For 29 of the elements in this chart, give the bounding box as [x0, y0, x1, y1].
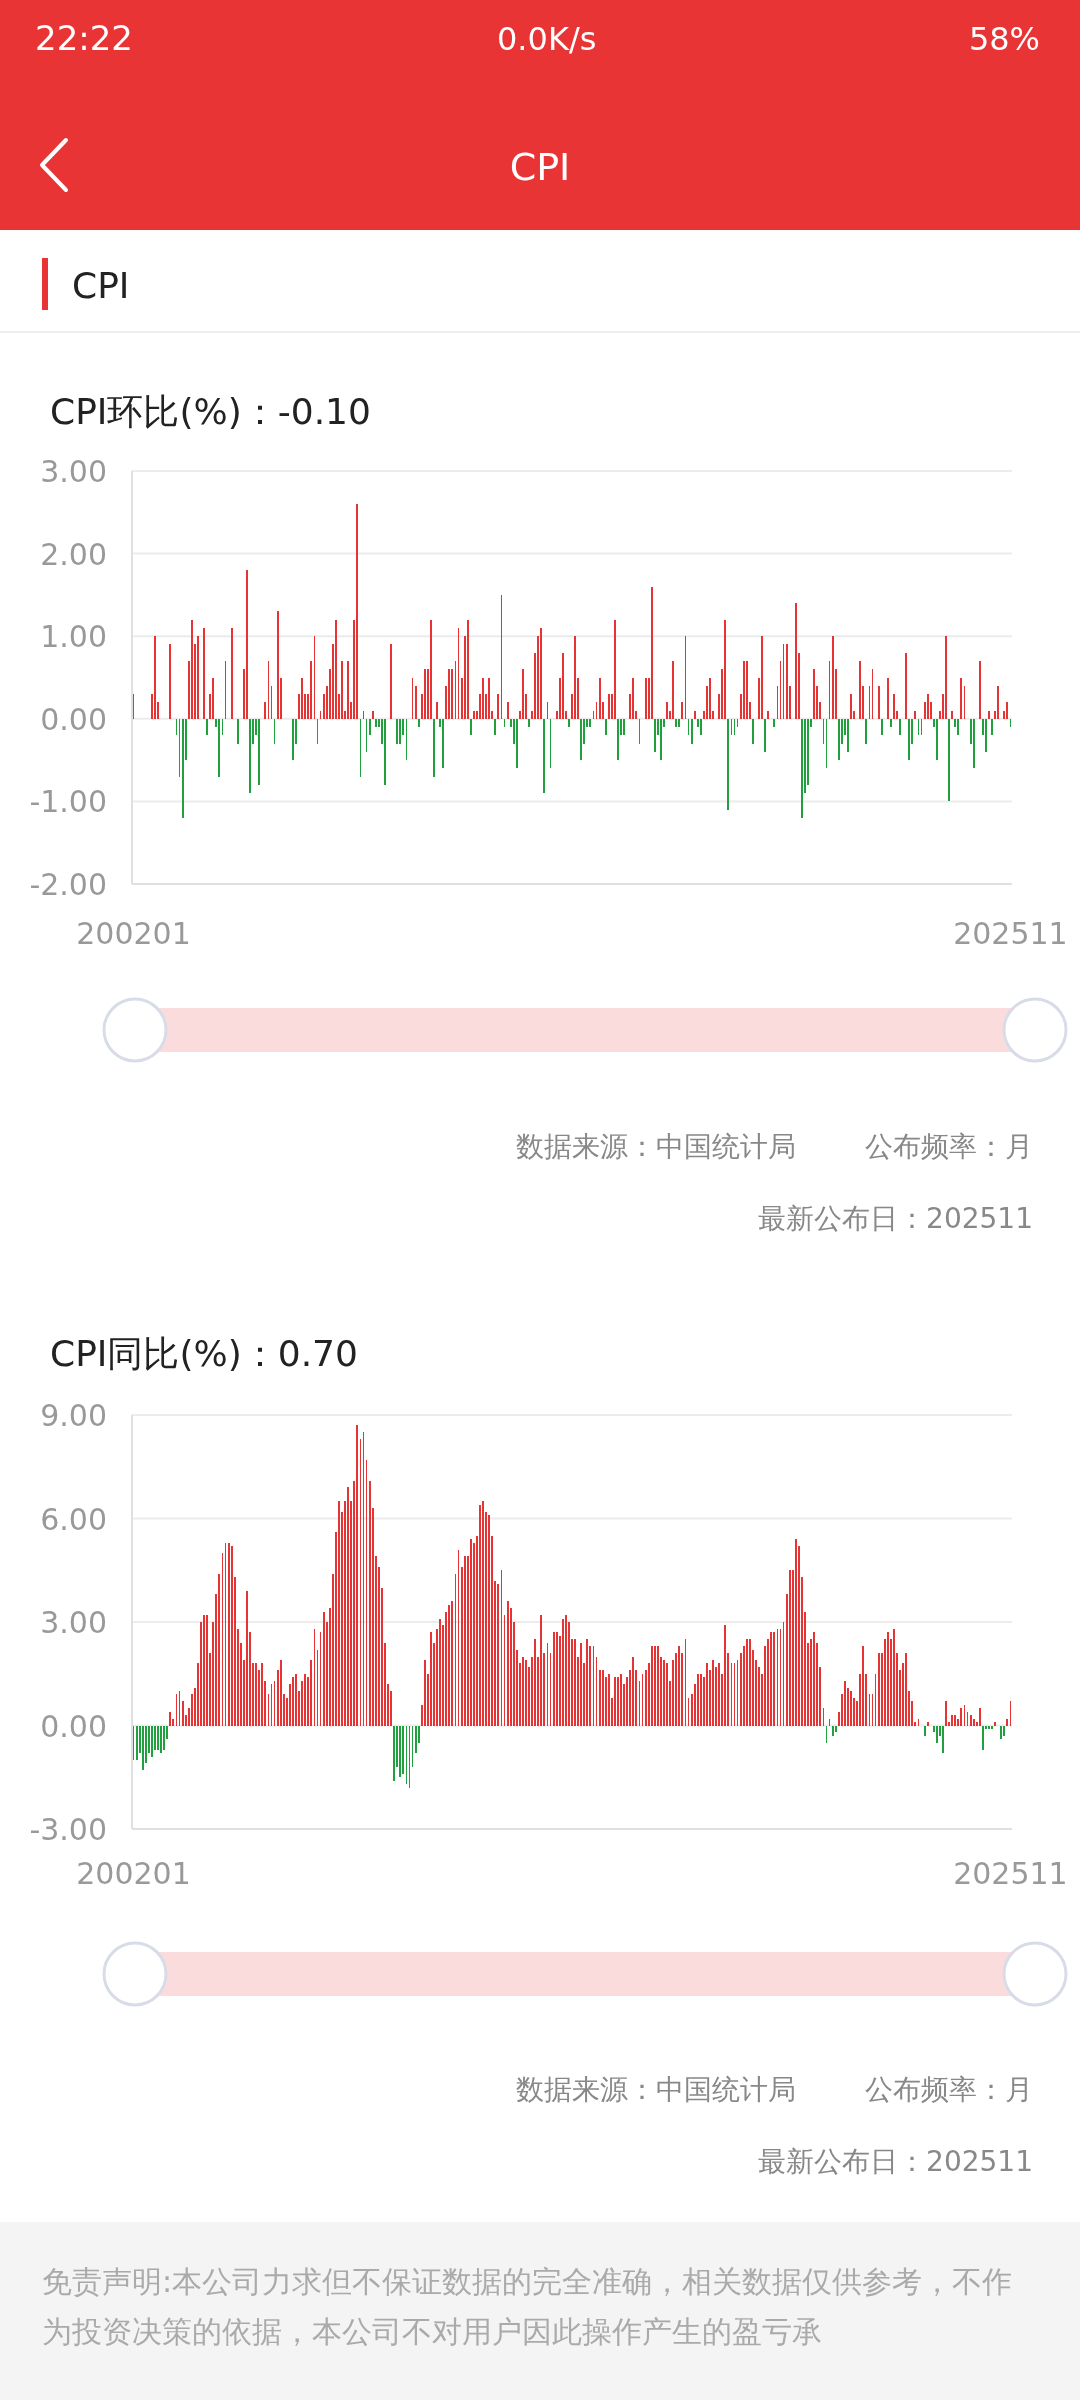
y-tick-label: 3.00	[40, 1605, 107, 1640]
y-tick-label: -1.00	[29, 784, 107, 820]
text: 22:22	[35, 18, 133, 58]
chart-title: CPI同比(%)：0.70	[50, 1333, 358, 1374]
y-tick-label: 0.00	[40, 1708, 107, 1744]
text: 0.0K/s	[497, 20, 597, 58]
text: 58%	[968, 20, 1040, 58]
chart-title: CPI环比(%)：-0.10	[50, 391, 371, 432]
x-tick-label: 202511	[953, 916, 1068, 951]
text: 免责声明:本公司力求但不保证数据的完全准确，相关数据仅供参考，不作为投资决策的依据，本公司不对用户因此操作产生的盈亏承	[42, 2264, 1013, 2349]
y-tick-label: 1.00	[40, 619, 107, 655]
text: 最新公布日：202511	[758, 2145, 1033, 2178]
y-tick-label: 3.00	[40, 454, 107, 489]
y-tick-label: 2.00	[40, 536, 107, 572]
y-tick-label: -3.00	[29, 1812, 107, 1847]
text: 最新公布日：202511	[758, 1202, 1033, 1235]
y-tick-label: 9.00	[40, 1398, 107, 1433]
x-tick-label: 200201	[76, 916, 191, 951]
x-tick-label: 202511	[953, 1856, 1068, 1891]
text: 公布频率：月	[865, 2073, 1033, 2106]
source-note: 数据来源：中国统计局	[516, 1130, 796, 1163]
text: 公布频率：月	[865, 1130, 1033, 1163]
source-note: 数据来源：中国统计局	[516, 2073, 796, 2106]
y-tick-label: 6.00	[40, 1501, 107, 1537]
y-tick-label: -2.00	[29, 867, 107, 902]
x-tick-label: 200201	[76, 1856, 191, 1891]
y-tick-label: 0.00	[40, 701, 107, 737]
text: CPI	[72, 265, 130, 306]
text: CPI	[509, 145, 571, 189]
